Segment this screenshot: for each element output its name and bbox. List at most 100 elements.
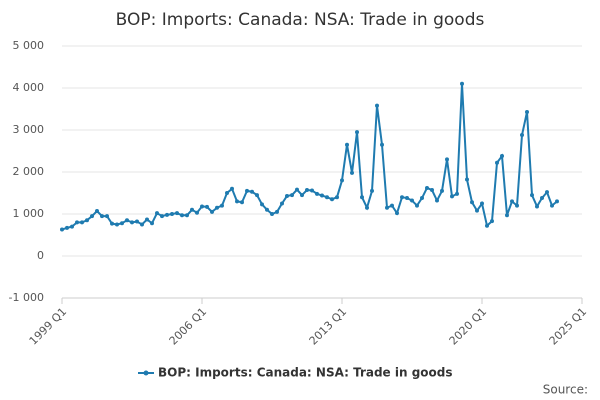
point <box>440 188 444 193</box>
point <box>95 209 99 214</box>
point <box>360 195 364 200</box>
point <box>310 188 314 193</box>
point <box>515 203 519 208</box>
point <box>240 200 244 205</box>
point <box>130 220 134 225</box>
point <box>390 203 394 208</box>
point <box>170 212 174 216</box>
point <box>205 204 209 209</box>
point <box>265 207 269 212</box>
y-tick-label: -1 000 <box>9 291 44 304</box>
point <box>415 203 419 208</box>
point <box>340 178 344 183</box>
point <box>115 222 119 227</box>
x-tick-label: 2025 Q1 <box>547 305 590 348</box>
point <box>460 81 464 86</box>
point <box>535 204 539 209</box>
point <box>330 197 334 202</box>
point <box>235 199 239 204</box>
point <box>450 194 454 199</box>
point <box>80 220 84 225</box>
y-tick-label: 3 000 <box>13 123 45 136</box>
point <box>285 193 289 198</box>
point <box>100 214 104 219</box>
point <box>275 209 279 214</box>
point <box>400 195 404 200</box>
point <box>140 222 144 227</box>
point <box>500 154 504 159</box>
point <box>525 109 529 114</box>
x-tick-label: 2006 Q1 <box>167 305 210 348</box>
point <box>490 219 494 224</box>
point <box>245 188 249 193</box>
point <box>530 193 534 198</box>
point <box>365 205 369 210</box>
point <box>510 199 514 204</box>
point <box>355 130 359 135</box>
source: Source: <box>543 383 588 397</box>
point <box>520 133 524 138</box>
point <box>420 196 424 201</box>
point <box>425 185 429 190</box>
point <box>540 196 544 201</box>
point <box>545 190 549 195</box>
point <box>60 227 64 232</box>
point <box>70 224 74 229</box>
point <box>555 199 559 204</box>
x-tick-label: 2020 Q1 <box>447 305 490 348</box>
point <box>105 214 109 219</box>
point <box>85 218 89 223</box>
point <box>350 170 354 175</box>
point <box>150 221 154 226</box>
legend-marker <box>143 370 149 376</box>
point <box>250 189 254 194</box>
point <box>125 218 129 223</box>
chart-title: BOP: Imports: Canada: NSA: Trade in good… <box>116 10 485 30</box>
point <box>430 188 434 193</box>
point <box>495 160 499 165</box>
point <box>370 188 374 193</box>
y-tick-label: 5 000 <box>13 39 45 52</box>
point <box>160 214 164 219</box>
point <box>375 103 379 108</box>
point <box>405 196 409 201</box>
point <box>90 214 94 219</box>
point <box>325 195 329 200</box>
point <box>215 205 219 210</box>
point <box>295 187 299 192</box>
point <box>185 213 189 218</box>
point <box>260 202 264 207</box>
point <box>200 204 204 209</box>
series-line <box>61 83 558 231</box>
point <box>455 191 459 196</box>
point <box>165 212 169 217</box>
y-tick-label: 1 000 <box>13 207 45 220</box>
point <box>155 211 159 216</box>
point <box>110 221 114 226</box>
point <box>505 213 509 218</box>
point <box>305 188 309 193</box>
point <box>320 193 324 198</box>
point <box>435 198 439 203</box>
point <box>135 219 139 224</box>
point <box>290 193 294 198</box>
point <box>190 207 194 212</box>
point <box>120 221 124 226</box>
point <box>475 208 479 213</box>
point <box>145 217 149 222</box>
point <box>550 203 554 208</box>
point <box>380 142 384 147</box>
x-tick-label: 2013 Q1 <box>307 305 350 348</box>
point <box>335 195 339 200</box>
point <box>225 191 229 195</box>
point <box>65 225 69 230</box>
point <box>220 203 224 208</box>
point <box>180 213 184 218</box>
point <box>75 220 79 225</box>
point <box>300 193 304 198</box>
y-tick-label: 0 <box>37 249 44 262</box>
point <box>395 211 399 216</box>
point <box>470 200 474 205</box>
y-tick-label: 2 000 <box>13 165 45 178</box>
